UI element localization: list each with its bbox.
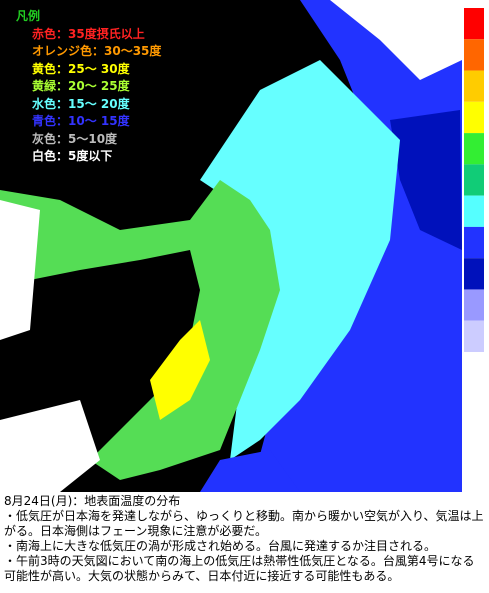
caption-line: ・南海上に大きな低気圧の渦が形成され始める。台風に発達するか注目される。 — [4, 539, 437, 553]
color-swatch — [464, 289, 484, 321]
legend-item: 灰色：5～10度 — [32, 131, 118, 146]
color-swatch — [464, 70, 484, 102]
color-swatch — [464, 320, 484, 352]
caption-line: ・低気圧が日本海を発達しながら、ゆっくりと移動。南から暖かい空気が入り、気温は上… — [4, 509, 484, 538]
cloud-area — [330, 0, 462, 80]
color-swatch — [464, 39, 484, 71]
caption: 8月24日(月)：地表面温度の分布 ・低気圧が日本海を発達しながら、ゆっくりと移… — [4, 494, 486, 584]
color-swatch — [464, 258, 484, 290]
legend-item: オレンジ色：30～35度 — [32, 44, 162, 58]
color-scale — [464, 8, 484, 352]
caption-line: ・午前3時の天気図において南の海上の低気圧は熱帯性低気圧となる。台風第4号になる… — [4, 554, 475, 583]
legend-item: 黄色：25～ 30度 — [32, 61, 130, 76]
legend-item: 黄緑：20～ 25度 — [32, 79, 130, 93]
legend: 凡例 赤色：35度摂氏以上オレンジ色：30～35度 黄色：25～ 30度 黄緑：20… — [10, 6, 192, 182]
cloud-area — [0, 400, 100, 492]
color-swatch — [464, 101, 484, 134]
blue-area — [200, 450, 300, 492]
cloud-area — [0, 200, 40, 340]
color-swatch — [464, 8, 484, 40]
map — [0, 0, 484, 492]
legend-item: 青色：10～ 15度 — [32, 114, 130, 128]
color-swatch — [464, 164, 484, 196]
legend-item: 水色：15～ 20度 — [32, 96, 130, 111]
warm-area — [150, 320, 210, 420]
legend-item: 赤色：35度摂氏以上 — [32, 26, 145, 41]
color-swatch — [464, 195, 484, 227]
blue-area — [390, 110, 462, 250]
color-swatch — [464, 226, 484, 259]
caption-title: 8月24日(月)：地表面温度の分布 — [4, 494, 181, 508]
legend-title: 凡例 — [16, 9, 41, 23]
legend-item: 白色：5度以下 — [32, 149, 113, 163]
land-area — [0, 180, 280, 480]
color-swatch — [464, 133, 484, 165]
